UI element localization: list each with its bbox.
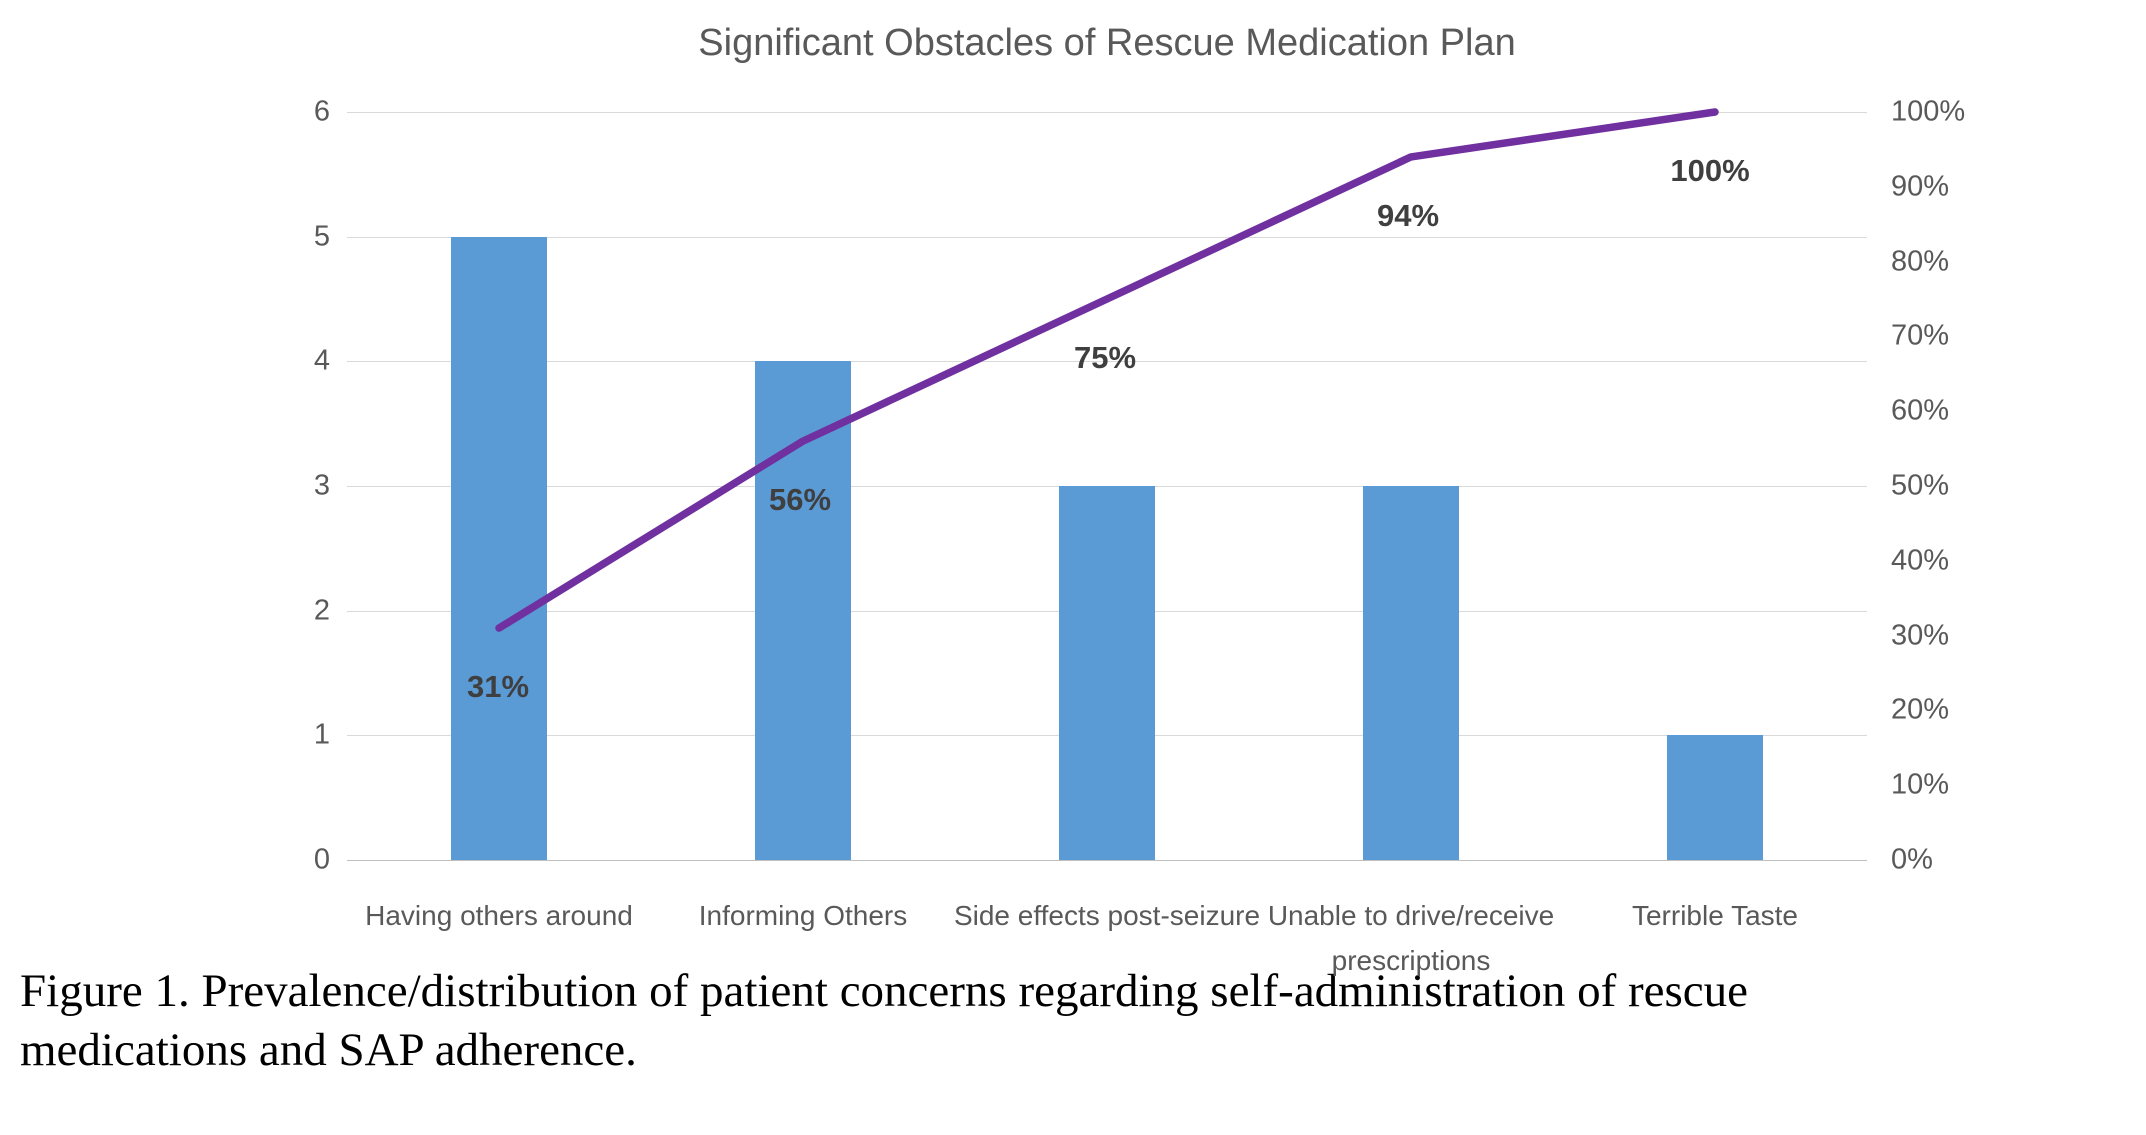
bar [451, 237, 547, 860]
line-point-label: 100% [1670, 153, 1750, 188]
figure-caption: Figure 1. Prevalence/distribution of pat… [20, 962, 2130, 1080]
right-axis-tick-label: 10% [1891, 768, 1950, 801]
right-axis-tick-label: 20% [1891, 693, 1950, 726]
right-axis-tick-label: 60% [1891, 394, 1950, 427]
line-point-label: 31% [466, 669, 530, 704]
right-axis-tick-label: 90% [1891, 170, 1950, 203]
category-axis-label: Unable to drive/receive prescriptions [1267, 900, 1555, 976]
right-axis-tick-label: 50% [1891, 469, 1950, 502]
figure-caption-line-1: Figure 1. Prevalence/distribution of pat… [20, 965, 1749, 1017]
left-axis-tick-label: 6 [313, 95, 330, 128]
left-axis-tick-label: 0 [313, 843, 330, 876]
cumulative-line-layer [495, 108, 1719, 632]
gridline [347, 112, 1867, 113]
right-axis-tick-label: 40% [1891, 544, 1950, 577]
right-axis-tick-label: 30% [1891, 619, 1950, 652]
left-axis-tick-label: 4 [313, 344, 330, 377]
gridline [347, 237, 1867, 238]
left-axis-tick-label: 5 [313, 220, 330, 253]
category-axis-label: Side effects post-seizure [953, 900, 1261, 931]
bar [1363, 486, 1459, 860]
line-point-label: 94% [1376, 198, 1440, 233]
category-axis-label: Informing Others [698, 900, 908, 931]
bar [1059, 486, 1155, 860]
left-axis-tick-label: 3 [313, 469, 330, 502]
category-axis-label: Terrible Taste [1631, 900, 1798, 931]
figure-caption-line-2: medications and SAP adherence. [20, 1024, 637, 1076]
right-axis-tick-label: 70% [1891, 319, 1950, 352]
line-point-label: 75% [1073, 340, 1137, 375]
cumulative-percentage-line [495, 108, 1719, 632]
line-point-label: 56% [768, 482, 832, 517]
left-axis-tick-label: 1 [313, 718, 330, 751]
bar [1667, 735, 1763, 860]
chart-title: Significant Obstacles of Rescue Medicati… [698, 22, 1516, 64]
right-axis-tick-label: 100% [1891, 95, 1966, 128]
right-axis-tick-label: 0% [1891, 843, 1933, 876]
gridline [347, 361, 1867, 362]
right-axis-tick-label: 80% [1891, 245, 1950, 278]
left-axis-tick-label: 2 [313, 594, 330, 627]
gridline [347, 860, 1867, 861]
category-axis-label: Having others around [365, 900, 633, 931]
